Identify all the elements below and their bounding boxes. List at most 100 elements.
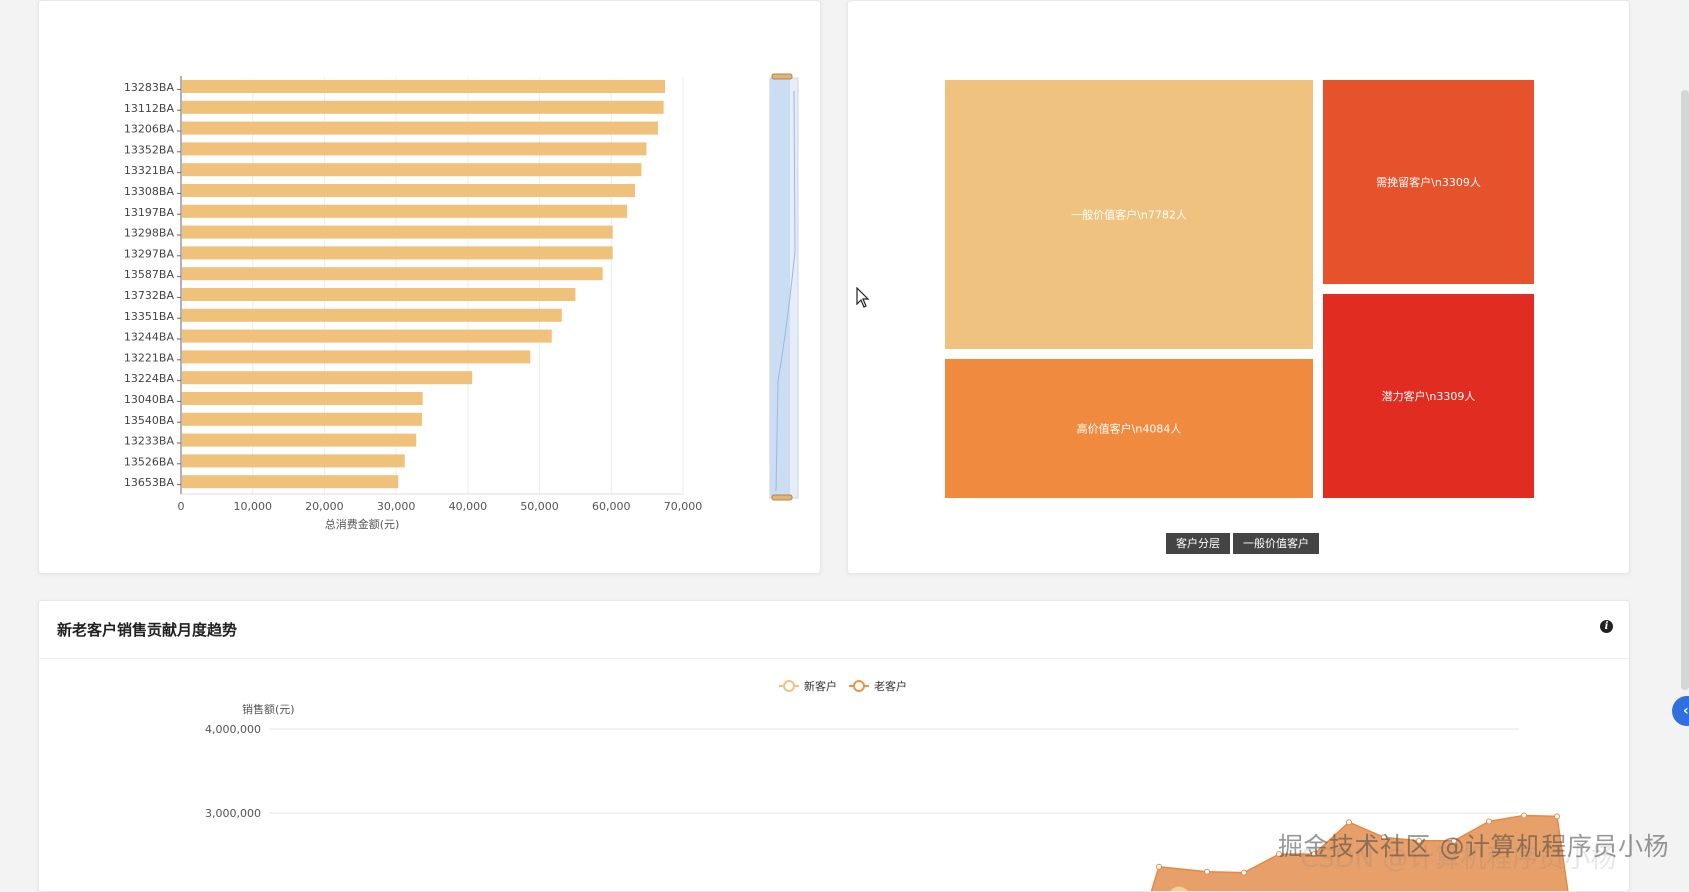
bar-13352BA[interactable] bbox=[182, 142, 647, 156]
treemap-node-2[interactable] bbox=[945, 359, 1313, 498]
treemap-node-label: 潜力客户\n3309人 bbox=[1382, 389, 1476, 403]
bar-13206BA[interactable] bbox=[182, 121, 658, 135]
treemap-node-label: 需挽留客户\n3309人 bbox=[1376, 175, 1481, 189]
y-tick-label: 3,000,000 bbox=[205, 807, 261, 820]
bar-13587BA[interactable] bbox=[182, 267, 603, 281]
legend-item-0[interactable]: 新客户 bbox=[779, 679, 837, 693]
datazoom-preview-line bbox=[775, 90, 796, 492]
bar-13244BA[interactable] bbox=[182, 329, 552, 343]
bar-13221BA[interactable] bbox=[182, 350, 531, 364]
x-tick-label: 70,000 bbox=[664, 500, 703, 513]
legend-marker bbox=[783, 680, 795, 692]
legend-label: 新客户 bbox=[804, 679, 837, 693]
series-point[interactable] bbox=[1381, 834, 1387, 841]
series-point[interactable] bbox=[1276, 851, 1282, 858]
y-tick-label: 13653BA bbox=[124, 476, 175, 489]
y-tick-label: 13351BA bbox=[124, 310, 175, 323]
y-tick-label: 13197BA bbox=[124, 206, 175, 219]
x-tick-label: 40,000 bbox=[449, 500, 488, 513]
bar-13297BA[interactable] bbox=[182, 246, 613, 260]
y-tick-label: 13526BA bbox=[124, 455, 175, 468]
bar-13298BA[interactable] bbox=[182, 225, 613, 239]
series-point[interactable] bbox=[1416, 837, 1422, 844]
treemap-breadcrumb: 客户分层 一般价值客户 bbox=[1166, 533, 1319, 554]
x-tick-label: 20,000 bbox=[305, 500, 344, 513]
datazoom-handle-top[interactable] bbox=[771, 73, 793, 80]
x-tick-label: 10,000 bbox=[233, 500, 272, 513]
bar-13283BA[interactable] bbox=[182, 80, 666, 93]
series-point[interactable] bbox=[1156, 863, 1162, 870]
legend-item-1[interactable]: 老客户 bbox=[849, 679, 907, 693]
series-point[interactable] bbox=[1554, 813, 1560, 820]
chevron-left-icon: ‹ bbox=[1683, 703, 1689, 719]
series-point[interactable] bbox=[1346, 819, 1352, 826]
legend-label: 老客户 bbox=[874, 679, 907, 693]
y-tick-label: 13297BA bbox=[124, 247, 175, 260]
y-tick-label: 13283BA bbox=[124, 81, 175, 94]
bar-13112BA[interactable] bbox=[182, 100, 664, 114]
customer-spend-bar-card: 0 10,000 20,000 30,000 40,000 50,000 60,000 70,… bbox=[38, 0, 821, 574]
y-tick-label: 13298BA bbox=[124, 227, 175, 240]
datazoom-selected-range[interactable] bbox=[770, 78, 790, 498]
bar-13308BA[interactable] bbox=[182, 184, 635, 197]
side-panel-toggle[interactable]: ‹ bbox=[1672, 696, 1689, 726]
breadcrumb-item-current[interactable]: 一般价值客户 bbox=[1233, 533, 1319, 554]
card-title: 新老客户销售贡献月度趋势 bbox=[57, 621, 238, 639]
treemap-node-label: 高价值客户\n4084人 bbox=[1077, 422, 1182, 436]
bar-13233BA[interactable] bbox=[182, 433, 417, 447]
treemap-node-0[interactable] bbox=[945, 80, 1313, 349]
series-point[interactable] bbox=[1521, 812, 1527, 819]
y-tick-label: 13233BA bbox=[124, 435, 175, 448]
y-tick-label: 13308BA bbox=[124, 185, 175, 198]
y-tick-label: 13224BA bbox=[124, 372, 175, 385]
legend-marker bbox=[853, 680, 865, 692]
series-point[interactable] bbox=[1241, 869, 1247, 876]
bar-13540BA[interactable] bbox=[182, 412, 422, 426]
treemap-node-1[interactable] bbox=[1323, 80, 1534, 284]
y-tick-label: 13206BA bbox=[124, 123, 175, 136]
x-tick-label: 60,000 bbox=[592, 500, 631, 513]
series-point[interactable] bbox=[1486, 818, 1492, 825]
y-tick-label: 13244BA bbox=[124, 331, 175, 344]
y-tick-label: 13732BA bbox=[124, 289, 175, 302]
y-tick-label: 13587BA bbox=[124, 268, 175, 281]
treemap-node-label: 一般价值客户\n7782人 bbox=[1071, 208, 1187, 222]
y-tick-label: 13112BA bbox=[124, 102, 175, 115]
bar-13351BA[interactable] bbox=[182, 308, 562, 322]
y-tick-label: 13352BA bbox=[124, 143, 175, 156]
y-tick-label: 13040BA bbox=[124, 393, 175, 406]
page-scrollbar[interactable] bbox=[1681, 90, 1689, 690]
watermark: 掘金技术社区 @计算机程序员小杨 bbox=[1278, 832, 1669, 861]
monthly-trend-card: 新老客户销售贡献月度趋势 i 新客户 老客户销售额(元) 4,000,000 3,00… bbox=[38, 600, 1630, 892]
info-icon[interactable]: i bbox=[1600, 620, 1613, 633]
x-tick-label: 0 bbox=[178, 500, 185, 513]
y-tick-label: 4,000,000 bbox=[205, 723, 261, 736]
x-axis-title: 总消费金额(元) bbox=[325, 517, 400, 531]
y-tick-label: 13221BA bbox=[124, 351, 175, 364]
series-point[interactable] bbox=[1311, 851, 1317, 858]
series-point[interactable] bbox=[1451, 837, 1457, 844]
bar-13321BA[interactable] bbox=[182, 163, 642, 177]
breadcrumb-item-root[interactable]: 客户分层 bbox=[1166, 533, 1230, 554]
card-header: 新老客户销售贡献月度趋势 i bbox=[39, 601, 1629, 659]
bar-13040BA[interactable] bbox=[182, 392, 423, 405]
watermark-faint: CSDN @计算机程序员小杨 bbox=[1300, 844, 1617, 874]
customer-spend-bar-chart: 0 10,000 20,000 30,000 40,000 50,000 60,000 70,… bbox=[124, 73, 799, 531]
y-tick-label: 13321BA bbox=[124, 164, 175, 177]
bar-13197BA[interactable] bbox=[182, 204, 628, 218]
bar-13526BA[interactable] bbox=[182, 454, 405, 468]
x-tick-label: 30,000 bbox=[377, 500, 416, 513]
series-point[interactable] bbox=[1204, 868, 1210, 875]
customer-segment-treemap-card: 一般价值客户\n7782人 需挽留客户\n3309人高价值客户\n4084人 潜力客… bbox=[847, 0, 1630, 574]
y-tick-label: 13540BA bbox=[124, 414, 175, 427]
mouse-cursor-icon bbox=[856, 287, 870, 308]
bar-13224BA[interactable] bbox=[182, 371, 473, 385]
x-tick-label: 50,000 bbox=[520, 500, 559, 513]
y-axis-title: 销售额(元) bbox=[242, 702, 295, 716]
datazoom-handle-bottom[interactable] bbox=[771, 494, 793, 501]
bar-13653BA[interactable] bbox=[182, 475, 399, 489]
treemap-node-3[interactable] bbox=[1323, 294, 1534, 498]
bar-13732BA[interactable] bbox=[182, 288, 576, 301]
